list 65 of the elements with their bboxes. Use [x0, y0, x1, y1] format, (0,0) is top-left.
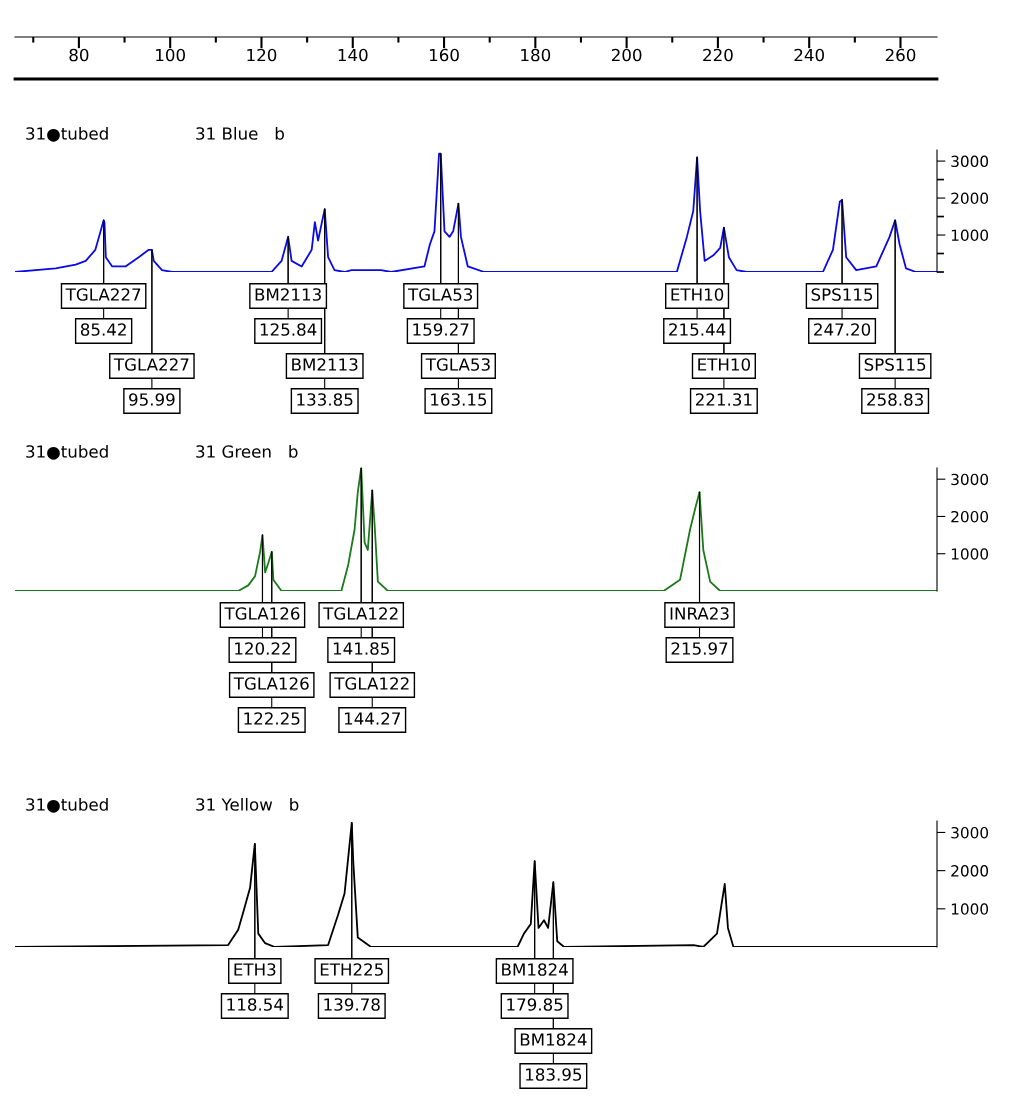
x-tick-label: 240 — [794, 48, 824, 62]
annotation: TGLA227 — [65, 288, 141, 301]
annotation: 183.95 — [526, 1068, 582, 1081]
annotation: 144.27 — [344, 712, 400, 725]
annotation: SPS115 — [811, 288, 873, 301]
annotation: 118.54 — [227, 998, 284, 1011]
x-tick-label: 220 — [703, 48, 733, 62]
annotation: 120.22 — [235, 642, 290, 655]
annotation: ETH3 — [234, 963, 276, 976]
annotation: TGLA122 — [323, 607, 398, 620]
chart-subtitle: 31 Blue b — [196, 126, 284, 140]
y-tick-label: 1000 — [951, 229, 989, 242]
annotation: ETH10 — [671, 288, 724, 301]
annotation: 179.85 — [507, 998, 563, 1011]
x-tick-label: 140 — [338, 48, 368, 62]
y-tick-label: 2000 — [951, 865, 989, 877]
line-series — [15, 468, 937, 591]
annotation: SPS115 — [864, 358, 926, 371]
x-tick-label: 80 — [69, 48, 89, 62]
y-tick-label: 3000 — [951, 826, 989, 839]
annotation: TGLA53 — [425, 358, 490, 371]
annotation: 85.42 — [80, 323, 126, 336]
y-tick-label: 2000 — [951, 510, 989, 523]
annotation: ETH225 — [320, 963, 383, 976]
chart-title: 31●tubed — [26, 444, 108, 460]
annotation: TGLA126 — [224, 607, 300, 620]
annotation: 122.25 — [244, 712, 300, 725]
x-tick-label: 180 — [521, 48, 551, 62]
annotation: 141.85 — [333, 642, 389, 655]
annotation: BM1824 — [502, 963, 568, 976]
annotation: 247.20 — [814, 323, 871, 336]
chart-title: 31●tubed — [26, 797, 108, 813]
y-tick-label: 2000 — [951, 192, 989, 205]
annotation: 125.84 — [260, 323, 317, 336]
annotation: 95.99 — [129, 393, 175, 406]
annotation: TGLA53 — [407, 288, 473, 301]
y-tick-label: 3000 — [951, 155, 989, 168]
annotation: BM1824 — [520, 1033, 587, 1046]
annotation: 133.85 — [297, 393, 353, 406]
y-tick-label: 1000 — [951, 548, 989, 560]
y-tick-label: 3000 — [951, 473, 989, 486]
annotation: 215.97 — [671, 642, 728, 655]
x-tick-label: 120 — [247, 48, 277, 62]
annotation: 139.78 — [324, 998, 380, 1011]
annotation: BM2113 — [255, 288, 321, 301]
chart-subtitle: 31 Green b — [196, 444, 298, 458]
annotation: 163.15 — [431, 393, 487, 406]
annotation: 258.83 — [867, 393, 923, 406]
annotation: TGLA126 — [233, 677, 309, 690]
chart-title: 31●tubed — [26, 126, 108, 142]
annotation: ETH10 — [698, 358, 751, 371]
annotation: INRA23 — [670, 607, 729, 620]
line-series — [15, 152, 937, 272]
x-tick-label: 200 — [611, 48, 642, 62]
annotation: TGLA122 — [334, 677, 409, 690]
x-tick-label: 160 — [429, 48, 459, 62]
y-tick-label: 1000 — [951, 903, 989, 915]
annotation: TGLA227 — [113, 358, 189, 371]
x-tick-label: 100 — [156, 48, 185, 62]
annotation: BM2113 — [292, 358, 358, 371]
x-tick-label: 260 — [885, 48, 916, 62]
annotation: 221.31 — [695, 393, 752, 406]
annotation: 215.44 — [669, 323, 726, 336]
annotation: 159.27 — [413, 323, 469, 336]
chart-subtitle: 31 Yellow b — [196, 797, 299, 811]
